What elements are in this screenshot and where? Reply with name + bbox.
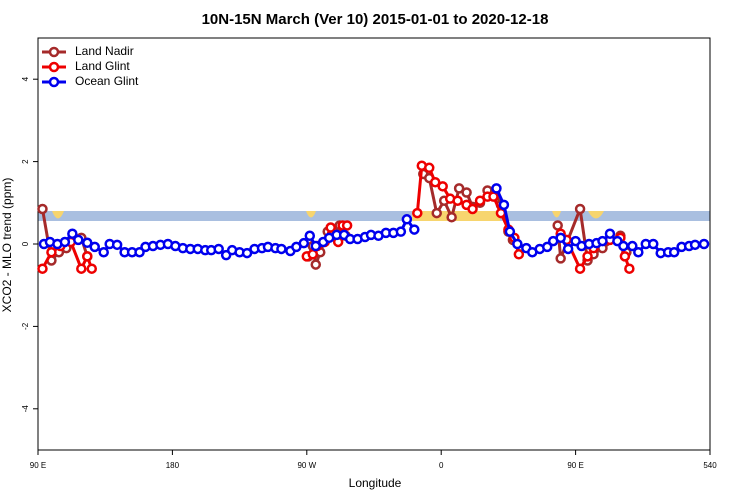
data-point [241, 247, 253, 259]
data-point [431, 207, 442, 219]
data-point [395, 226, 407, 237]
data-point [307, 249, 319, 260]
data-point [341, 220, 353, 231]
background-band [38, 211, 710, 221]
data-point [555, 232, 566, 244]
data-point [76, 263, 87, 274]
data-point [698, 238, 710, 250]
data-point [574, 263, 586, 274]
legend-marker [48, 76, 60, 88]
data-point [541, 241, 553, 253]
data-point [73, 234, 84, 246]
data-point [304, 230, 316, 242]
y-tick-label: 0 [21, 241, 30, 246]
data-point [111, 239, 123, 251]
chart-title: 10N-15N March (Ver 10) 2015-01-01 to 202… [202, 11, 549, 28]
data-point [488, 191, 499, 202]
data-point [412, 207, 423, 219]
data-point [574, 203, 586, 215]
data-point [452, 195, 463, 206]
data-point [619, 251, 631, 262]
x-axis-label: Longitude [349, 476, 402, 490]
band-highlight [52, 211, 604, 221]
legend-marker [48, 61, 60, 73]
data-point [86, 263, 98, 274]
band [38, 211, 710, 221]
data-point [467, 203, 478, 215]
y-tick-label: -4 [21, 405, 30, 413]
data-point [453, 183, 465, 194]
data-point [562, 243, 574, 255]
data-point [276, 243, 287, 255]
data-point [648, 238, 659, 250]
data-point [82, 251, 93, 262]
y-axis-label: XCO2 - MLO trend (ppm) [0, 178, 14, 313]
series [38, 183, 710, 261]
data-point [89, 241, 100, 253]
y-tick-label: -2 [21, 322, 30, 330]
data-point [491, 183, 502, 194]
data-point [461, 187, 472, 198]
data-point [437, 181, 448, 192]
data-point [298, 237, 310, 249]
x-tick-label: 90 E [30, 461, 46, 470]
data-point [310, 240, 322, 252]
data-point [618, 240, 629, 252]
x-tick-label: 90 W [297, 461, 316, 470]
data-point [668, 246, 680, 258]
data-point [474, 195, 486, 206]
data-point [624, 263, 635, 274]
y-tick-label: 2 [21, 159, 30, 164]
legend-marker [48, 46, 60, 58]
data-point [401, 214, 413, 225]
data-point [513, 249, 525, 260]
data-point [310, 259, 322, 270]
series [37, 160, 635, 274]
x-tick-label: 0 [439, 461, 444, 470]
data-point [633, 246, 644, 258]
data-point [325, 222, 336, 233]
data-point [409, 224, 420, 235]
data-point [213, 243, 224, 255]
data-point [59, 236, 71, 248]
data-point [552, 220, 563, 231]
data-point [689, 239, 701, 251]
data-point [504, 226, 516, 237]
data-point [512, 238, 523, 250]
data-point [597, 235, 608, 247]
data-point [498, 199, 510, 211]
legend-label: Land Nadir [75, 44, 134, 58]
data-point [67, 228, 78, 239]
data-point [429, 176, 441, 188]
x-tick-label: 180 [166, 461, 180, 470]
data-point [37, 263, 48, 274]
y-tick-label: 4 [21, 76, 30, 81]
data-point [555, 253, 566, 264]
data-point [37, 203, 48, 215]
data-point [82, 237, 93, 249]
x-tick-label: 540 [703, 461, 717, 470]
data-point [424, 162, 435, 174]
data-point [98, 246, 109, 258]
x-tick-label: 90 E [567, 461, 583, 470]
legend-label: Ocean Glint [75, 74, 139, 88]
legend-label: Land Glint [75, 59, 130, 73]
data-point [582, 251, 593, 262]
data-point [46, 246, 57, 258]
data-point [446, 211, 457, 223]
data-point [627, 240, 638, 252]
data-point [604, 228, 616, 239]
